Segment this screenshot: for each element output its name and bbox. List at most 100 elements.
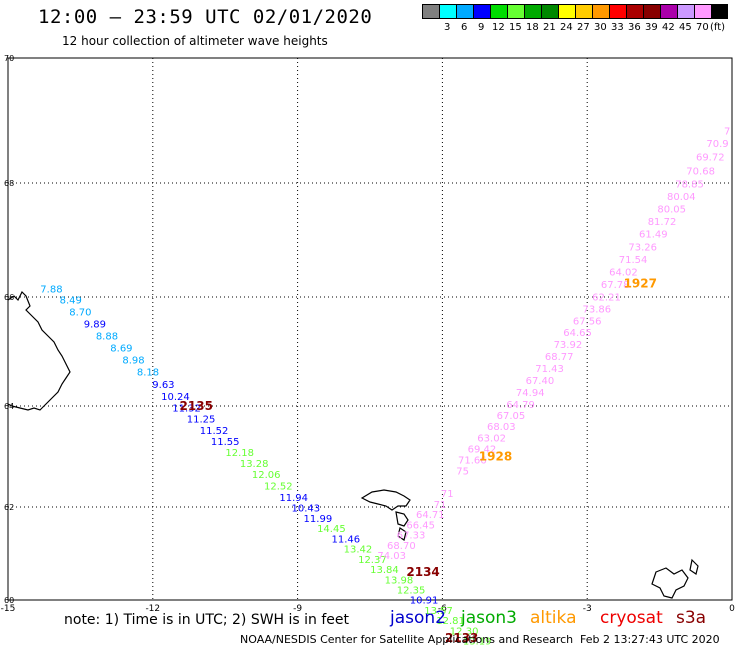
coastline-shetland: [651, 558, 699, 599]
scale-swatch: [524, 4, 541, 19]
wave-height-label: 71.54: [619, 255, 648, 266]
wave-height-label: 61.49: [639, 230, 668, 241]
lat-tick-label: 66: [4, 293, 14, 302]
wave-height-label: 80.05: [657, 205, 686, 216]
wave-height-label: 8.49: [60, 296, 82, 307]
wave-height-label: 11.32: [172, 404, 201, 415]
scale-label: 27: [577, 22, 590, 33]
wave-height-label: 8.69: [110, 344, 132, 355]
time-label: 1927: [624, 276, 657, 290]
wave-height-label: 13.42: [344, 545, 373, 556]
lon-tick-label: -3: [583, 604, 592, 614]
wave-height-label: 71: [434, 500, 447, 511]
scale-swatch: [711, 4, 728, 19]
wave-height-label: 10.91: [410, 596, 439, 607]
wave-height-label: 71.43: [535, 364, 564, 375]
lat-tick-label: 70: [4, 54, 14, 63]
wave-height-label: 8.98: [122, 355, 144, 366]
wave-height-label: 73.86: [583, 304, 612, 315]
wave-height-label: 8.88: [96, 332, 118, 343]
wave-height-label: 64.65: [563, 328, 592, 339]
wave-height-label: 66.45: [406, 520, 435, 531]
wave-height-label: 9.89: [84, 320, 106, 331]
scale-swatch: [507, 4, 524, 19]
scale-label: 21: [543, 22, 556, 33]
wave-height-label: 11.46: [332, 534, 361, 545]
scale-label: 42: [662, 22, 675, 33]
scale-swatch: [490, 4, 507, 19]
wave-height-label: 70.9: [706, 139, 728, 150]
scale-swatch: [422, 4, 439, 19]
lon-tick-label: 0: [729, 604, 735, 614]
scale-label: 15: [509, 22, 522, 33]
scale-label: 45: [679, 22, 692, 33]
scale-label: 36: [628, 22, 641, 33]
wave-height-label: 7: [724, 126, 730, 137]
wave-height-label: 67.40: [526, 376, 555, 387]
wave-height-label: 12.37: [358, 555, 387, 566]
wave-height-label: 64.71: [416, 510, 445, 521]
wave-height-label: 11.94: [279, 493, 308, 504]
time-label: 2134: [406, 565, 439, 579]
wave-height-label: 12.18: [225, 448, 254, 459]
wave-height-label: 74.03: [377, 551, 406, 562]
legend-jason3: jason3: [461, 608, 517, 628]
legend-jason2: jason2: [390, 608, 446, 628]
wave-height-label: 10.43: [291, 504, 320, 515]
wave-height-label: 69.72: [696, 153, 725, 164]
scale-label: 6: [461, 22, 468, 33]
lat-tick-label: 68: [4, 179, 14, 188]
wave-height-label: 75: [456, 467, 469, 478]
wave-height-label: 67.05: [497, 411, 526, 422]
scale-label: 39: [645, 22, 658, 33]
scale-unit: (ft): [710, 22, 726, 33]
scale-swatch: [541, 4, 558, 19]
wave-height-label: 69.42: [468, 444, 497, 455]
scale-swatch: [660, 4, 677, 19]
wave-height-label: 13.19: [463, 637, 492, 648]
wave-height-label: 12.81: [436, 616, 465, 627]
scale-label: 33: [611, 22, 624, 33]
wave-height-label: 12.52: [264, 481, 293, 492]
wave-height-label: 8.70: [69, 308, 91, 319]
time-label: 2133: [445, 631, 478, 645]
scale-swatch: [439, 4, 456, 19]
scale-label: 12: [492, 22, 505, 33]
scale-label: 18: [526, 22, 539, 33]
legend-cryosat: cryosat: [600, 608, 663, 628]
wave-height-label: 64.02: [609, 267, 638, 278]
scale-swatch: [592, 4, 609, 19]
wave-height-label: 11.25: [187, 415, 216, 426]
wave-height-label: 68.03: [487, 422, 516, 433]
wave-height-label: 13.98: [385, 575, 414, 586]
wave-height-label: 13.28: [240, 459, 269, 470]
wave-height-label: 11.55: [211, 437, 240, 448]
wave-height-label: 78.85: [675, 180, 704, 191]
scale-label: 70: [696, 22, 709, 33]
time-label: 2135: [180, 399, 213, 413]
wave-height-label: 67.78: [601, 280, 630, 291]
scale-swatch: [694, 4, 711, 19]
scale-swatch: [456, 4, 473, 19]
scale-swatch: [575, 4, 592, 19]
scale-swatch: [643, 4, 660, 19]
generated-timestamp: Feb 2 13:27:43 UTC 2020: [580, 633, 720, 646]
wave-height-label: 12.35: [397, 585, 426, 596]
wave-height-label: 70.68: [686, 166, 715, 177]
credit-line: NOAA/NESDIS Center for Satellite Applica…: [240, 633, 574, 646]
wave-height-label: 71.66: [458, 456, 487, 467]
coastline-faroe: [360, 489, 411, 541]
wave-height-label: 74.94: [516, 388, 545, 399]
time-label: 1928: [479, 450, 512, 464]
wave-height-label: 13.57: [424, 606, 453, 617]
wave-height-label: 63.02: [477, 433, 506, 444]
legend-altika: altika: [530, 608, 577, 628]
wave-height-label: 12.30: [450, 626, 479, 637]
scale-label: 30: [594, 22, 607, 33]
wave-height-label: 64.79: [506, 400, 535, 411]
wave-height-label: 62.21: [592, 292, 621, 303]
footer-note: note: 1) Time is in UTC; 2) SWH is in fe…: [64, 612, 350, 628]
wave-height-label: 9.63: [152, 380, 174, 391]
wave-height-label: 71: [441, 489, 454, 500]
